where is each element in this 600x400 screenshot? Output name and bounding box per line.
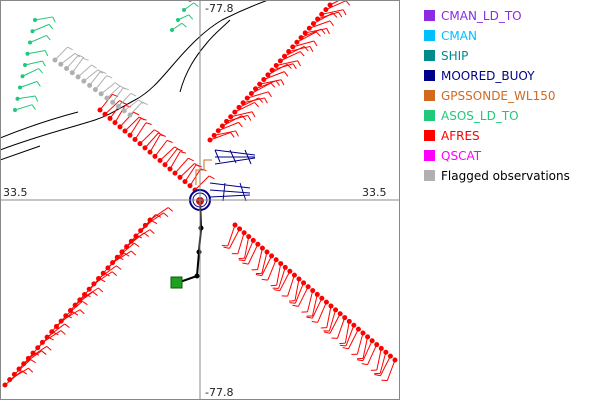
flagged-observations (52, 46, 148, 118)
legend-label: SHIP (441, 49, 469, 63)
legend-swatch (424, 150, 435, 161)
coastline (0, 0, 269, 161)
ob-track-afres-upper-left (97, 93, 215, 193)
legend-label: QSCAT (441, 149, 482, 163)
legend-label: CMAN (441, 29, 477, 43)
legend-label: ASOS_LD_TO (441, 109, 519, 123)
crosshair (0, 0, 400, 400)
legend-item-cman-ld-to[interactable]: CMAN_LD_TO (420, 6, 595, 26)
ob-track-afres-upper-right (207, 0, 351, 143)
legend-item-asos-ld-to[interactable]: ASOS_LD_TO (420, 106, 595, 126)
legend-label: GPSSONDE_WL150 (441, 89, 556, 103)
legend-swatch (424, 70, 435, 81)
ob-track-afres-lower-left (2, 207, 174, 388)
legend-item-cman[interactable]: CMAN (420, 26, 595, 46)
gpssonde-trace (195, 159, 212, 185)
legend-swatch (424, 130, 435, 141)
axis-label-left: 33.5 (3, 186, 28, 199)
dropsonde-start-marker (170, 276, 183, 289)
legend-item-afres[interactable]: AFRES (420, 126, 595, 146)
legend-swatch (424, 10, 435, 21)
legend-item-ship[interactable]: SHIP (420, 46, 595, 66)
dropsonde-track (176, 199, 203, 284)
axis-label-bottom: -77.8 (205, 386, 233, 399)
observation-map[interactable]: -77.8 -77.8 33.5 33.5 (0, 0, 400, 400)
legend-swatch (424, 110, 435, 121)
legend-label: CMAN_LD_TO (441, 9, 522, 23)
legend-item-flagged[interactable]: Flagged observations (420, 166, 595, 186)
legend-swatch (424, 170, 435, 181)
legend-swatch (424, 50, 435, 61)
legend: CMAN_LD_TO CMAN SHIP MOORED_BUOY GPSSOND… (420, 6, 595, 186)
legend-label: Flagged observations (441, 169, 570, 183)
dropsonde-points (194, 225, 204, 279)
legend-item-qscat[interactable]: QSCAT (420, 146, 595, 166)
axis-label-right: 33.5 (362, 186, 387, 199)
legend-item-moored-buoy[interactable]: MOORED_BUOY (420, 66, 595, 86)
ob-track-afres-lower-right (221, 222, 398, 382)
legend-item-gpssonde-wl150[interactable]: GPSSONDE_WL150 (420, 86, 595, 106)
legend-label: AFRES (441, 129, 480, 143)
legend-swatch (424, 90, 435, 101)
ob-track-asos-top (13, 0, 199, 112)
axis-label-top: -77.8 (205, 2, 233, 15)
legend-swatch (424, 30, 435, 41)
legend-label: MOORED_BUOY (441, 69, 535, 83)
